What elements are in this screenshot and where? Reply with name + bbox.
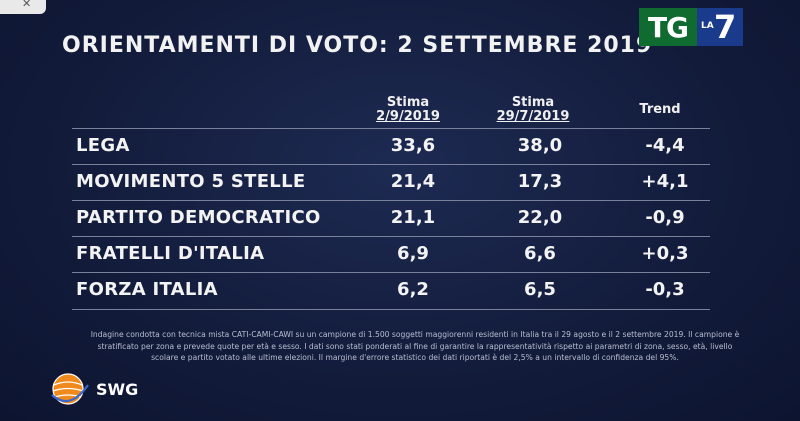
- table-row: FORZA ITALIA 6,2 6,5 -0,3: [72, 272, 710, 310]
- value-stima-current: 6,9: [397, 243, 429, 264]
- value-stima-previous: 38,0: [517, 135, 563, 156]
- tgla7-logo: TG LA 7: [639, 8, 743, 46]
- methodology-footnote: Indagine condotta con tecnica mista CATI…: [90, 330, 740, 362]
- value-stima-current: 21,1: [390, 207, 436, 228]
- chart-title: ORIENTAMENTI DI VOTO: 2 SETTEMBRE 2019: [62, 33, 653, 58]
- value-trend: -4,4: [645, 135, 685, 156]
- party-name: MOVIMENTO 5 STELLE: [76, 171, 306, 192]
- la7-logo: LA 7: [697, 8, 743, 46]
- la-logo-text: LA: [701, 21, 714, 31]
- party-name: PARTITO DEMOCRATICO: [76, 207, 321, 228]
- seven-logo-text: 7: [714, 8, 737, 46]
- table-row: MOVIMENTO 5 STELLE 21,4 17,3 +4,1: [72, 164, 710, 201]
- value-stima-current: 21,4: [390, 171, 436, 192]
- overlay-icon: ✕: [22, 0, 32, 10]
- tg-logo-text: TG: [639, 8, 697, 46]
- swg-logo: SWG: [50, 371, 138, 407]
- value-stima-previous: 6,6: [524, 243, 556, 264]
- table-row: PARTITO DEMOCRATICO 21,1 22,0 -0,9: [72, 200, 710, 237]
- value-stima-previous: 22,0: [517, 207, 563, 228]
- party-name: FRATELLI D'ITALIA: [76, 243, 265, 264]
- column-header-trend: Trend: [625, 103, 695, 117]
- value-trend: -0,3: [645, 279, 685, 300]
- column-header-label: Stima: [511, 95, 555, 110]
- table-row: FRATELLI D'ITALIA 6,9 6,6 +0,3: [72, 236, 710, 273]
- column-header-date: 29/7/2019: [496, 109, 570, 124]
- value-stima-previous: 17,3: [517, 171, 563, 192]
- column-header-label: Stima: [386, 95, 430, 110]
- party-name: FORZA ITALIA: [76, 279, 218, 300]
- column-header-stima-1: Stima 2/9/2019: [363, 96, 453, 124]
- party-name: LEGA: [76, 135, 130, 156]
- column-header-label: Trend: [639, 102, 681, 117]
- value-stima-current: 6,2: [397, 279, 429, 300]
- column-header-date: 2/9/2019: [376, 109, 440, 124]
- value-stima-current: 33,6: [390, 135, 436, 156]
- value-stima-previous: 6,5: [524, 279, 556, 300]
- swg-globe-icon: [51, 373, 89, 405]
- swg-logo-text: SWG: [96, 379, 139, 399]
- top-left-overlay: ✕: [0, 0, 46, 14]
- column-header-stima-2: Stima 29/7/2019: [478, 96, 588, 124]
- value-trend: +0,3: [641, 243, 689, 264]
- value-trend: -0,9: [645, 207, 685, 228]
- table-row: LEGA 33,6 38,0 -4,4: [72, 128, 710, 165]
- value-trend: +4,1: [641, 171, 689, 192]
